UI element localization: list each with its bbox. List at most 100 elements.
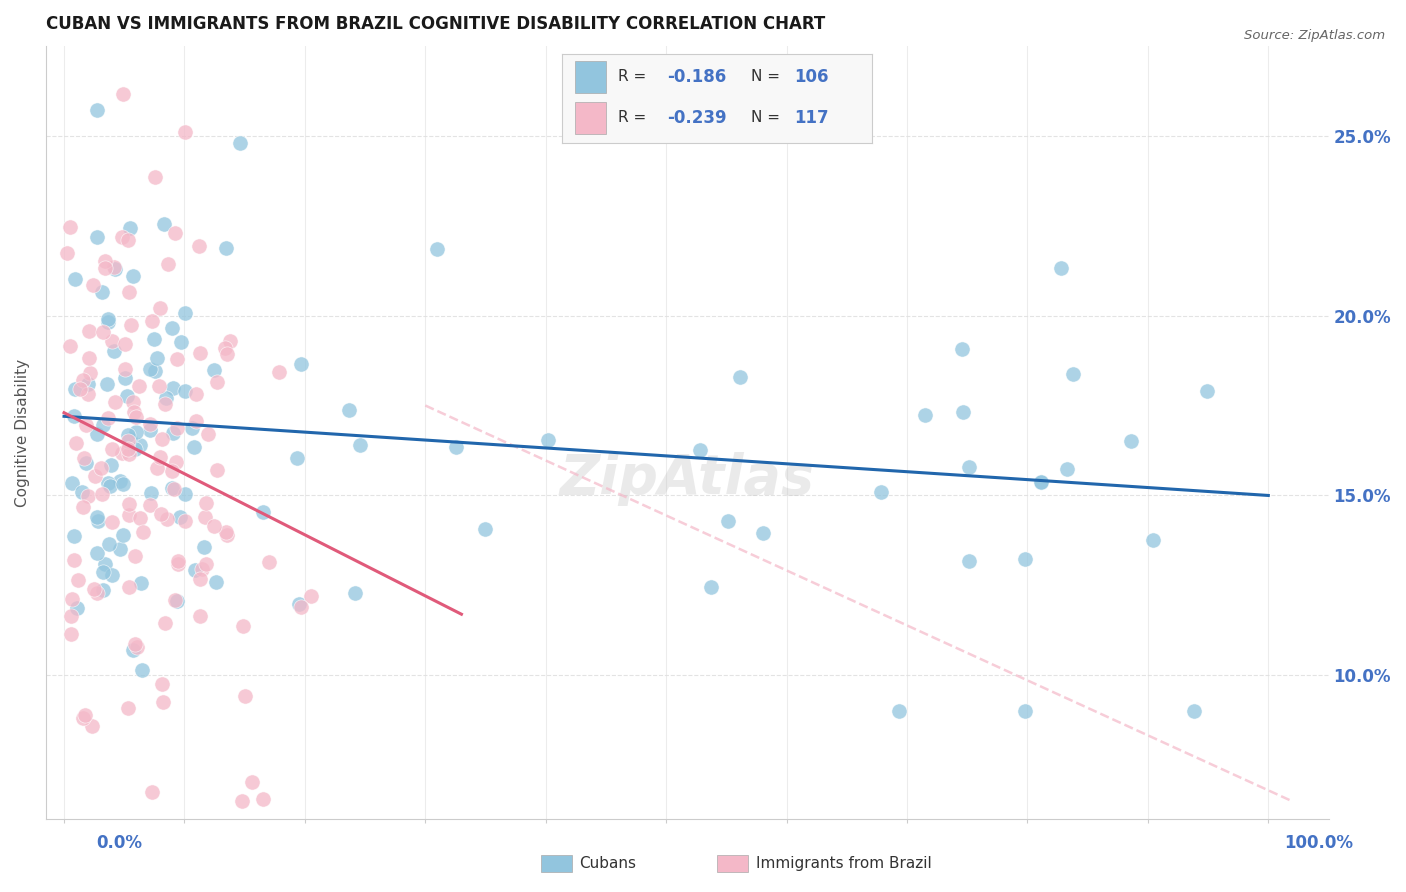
Point	[728, 370, 751, 384]
Point	[118, 447, 141, 461]
Point	[950, 342, 973, 356]
Point	[86, 103, 108, 117]
Point	[79, 366, 101, 380]
Point	[205, 375, 228, 389]
Point	[156, 511, 179, 525]
Point	[75, 708, 97, 723]
Point	[537, 434, 560, 448]
Point	[149, 450, 172, 465]
Point	[124, 637, 146, 651]
Point	[148, 379, 170, 393]
Point	[139, 417, 162, 431]
Point	[66, 573, 89, 587]
Point	[1029, 475, 1052, 490]
Point	[63, 553, 86, 567]
Point	[150, 677, 173, 691]
Point	[160, 320, 183, 334]
Point	[1029, 475, 1052, 490]
Point	[118, 497, 141, 511]
Point	[60, 591, 83, 606]
Point	[108, 542, 131, 557]
Point	[188, 608, 211, 623]
Point	[128, 379, 150, 393]
Point	[952, 405, 974, 419]
Point	[131, 663, 153, 677]
Point	[129, 576, 152, 591]
Point	[150, 432, 173, 446]
Point	[101, 515, 124, 529]
Point	[70, 484, 93, 499]
Point	[59, 339, 82, 353]
Point	[111, 528, 134, 542]
Point	[86, 509, 108, 524]
Point	[152, 218, 174, 232]
Point	[444, 441, 467, 455]
Point	[215, 241, 238, 255]
Point	[141, 785, 163, 799]
Point	[228, 136, 250, 150]
Point	[169, 510, 191, 524]
Point	[1014, 552, 1036, 566]
Point	[167, 554, 190, 568]
Text: 117: 117	[794, 109, 830, 127]
Point	[83, 469, 105, 483]
Point	[63, 529, 86, 543]
Point	[188, 573, 211, 587]
Point	[299, 589, 322, 603]
Point	[1119, 434, 1142, 448]
Point	[77, 351, 100, 365]
Point	[145, 351, 167, 365]
Point	[166, 421, 188, 435]
Point	[202, 518, 225, 533]
Point	[56, 245, 79, 260]
Point	[118, 285, 141, 299]
Text: Source: ZipAtlas.com: Source: ZipAtlas.com	[1244, 29, 1385, 42]
Point	[117, 508, 139, 523]
Point	[152, 695, 174, 709]
Point	[65, 601, 87, 615]
Point	[288, 597, 311, 611]
Point	[157, 257, 180, 271]
Point	[166, 352, 188, 367]
Point	[118, 221, 141, 235]
Point	[75, 456, 97, 470]
Point	[98, 478, 121, 492]
Point	[146, 461, 169, 475]
Point	[174, 514, 197, 528]
Point	[65, 382, 87, 396]
Text: ZipAtlas: ZipAtlas	[560, 452, 814, 506]
Point	[343, 586, 366, 600]
Point	[166, 558, 188, 572]
Point	[149, 301, 172, 316]
Point	[160, 465, 183, 479]
Point	[110, 230, 132, 244]
Text: N =: N =	[751, 111, 785, 125]
Point	[63, 271, 86, 285]
Point	[184, 564, 207, 578]
Point	[285, 450, 308, 465]
Point	[117, 442, 139, 456]
Point	[94, 260, 117, 275]
Point	[1195, 384, 1218, 399]
Point	[77, 324, 100, 338]
Point	[717, 514, 740, 528]
Point	[214, 525, 236, 540]
Point	[257, 555, 280, 569]
Point	[117, 701, 139, 715]
Text: R =: R =	[619, 111, 651, 125]
Point	[174, 487, 197, 501]
Point	[91, 565, 114, 579]
Point	[139, 498, 162, 512]
Point	[118, 581, 141, 595]
Point	[143, 332, 166, 346]
Point	[75, 417, 97, 432]
Point	[143, 364, 166, 378]
Point	[77, 489, 100, 503]
Point	[103, 260, 125, 275]
Point	[96, 377, 118, 392]
Point	[155, 391, 177, 405]
Point	[166, 594, 188, 608]
Point	[252, 505, 274, 519]
Point	[108, 475, 131, 489]
Y-axis label: Cognitive Disability: Cognitive Disability	[15, 359, 30, 507]
